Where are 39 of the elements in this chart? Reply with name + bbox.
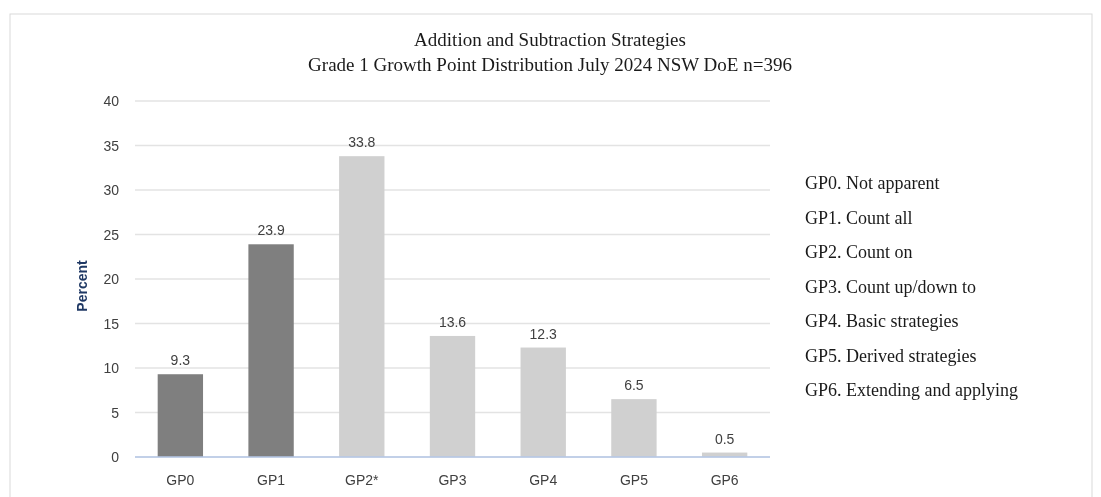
data-label: 0.5 bbox=[714, 430, 735, 447]
bar bbox=[157, 374, 204, 457]
bar bbox=[429, 335, 476, 457]
chart-title: Addition and Subtraction Strategies bbox=[414, 29, 686, 50]
text: GP5. Derived strategies bbox=[805, 345, 977, 366]
data-label: 9.3 bbox=[170, 352, 191, 369]
y-axis-title: Percent bbox=[74, 259, 90, 312]
text: GP1. Count all bbox=[805, 207, 913, 228]
x-tick-label: GP4 bbox=[529, 472, 558, 488]
bar bbox=[248, 244, 294, 457]
x-tick-label: GP2* bbox=[345, 472, 380, 488]
y-tick-label: 30 bbox=[103, 182, 120, 198]
text: GP4. Basic strategies bbox=[805, 311, 959, 331]
text: GP6. Extending and applying bbox=[805, 380, 1018, 400]
x-tick-label: GP5 bbox=[619, 472, 649, 488]
bar bbox=[611, 399, 657, 457]
x-tick-label: GP6 bbox=[710, 472, 739, 488]
y-tick-label: 10 bbox=[103, 360, 120, 376]
x-tick-label: GP0 bbox=[166, 472, 195, 488]
chart-subtitle: Grade 1 Growth Point Distribution July 2024 NSW DoE n=396 bbox=[308, 54, 792, 75]
y-tick-label: 40 bbox=[103, 93, 120, 109]
text: GP2. Count on bbox=[805, 242, 913, 262]
data-label: 6.5 bbox=[624, 377, 644, 394]
data-label: 23.9 bbox=[257, 222, 285, 239]
y-tick-label: 5 bbox=[111, 404, 120, 421]
data-label: 33.8 bbox=[348, 134, 376, 151]
y-tick-label: 15 bbox=[103, 315, 120, 332]
bar bbox=[339, 156, 385, 457]
y-tick-label: 35 bbox=[103, 137, 120, 154]
text: GP0. Not apparent bbox=[805, 173, 940, 193]
bar bbox=[520, 347, 566, 457]
y-tick-label: 25 bbox=[103, 226, 120, 243]
x-tick-label: GP1 bbox=[257, 472, 286, 488]
text: GP3. Count up/down to bbox=[805, 276, 977, 297]
data-label: 12.3 bbox=[529, 325, 558, 342]
y-tick-label: 20 bbox=[103, 271, 120, 287]
y-tick-label: 0 bbox=[111, 449, 120, 465]
data-label: 13.6 bbox=[438, 313, 467, 330]
x-tick-label: GP3 bbox=[438, 472, 467, 488]
